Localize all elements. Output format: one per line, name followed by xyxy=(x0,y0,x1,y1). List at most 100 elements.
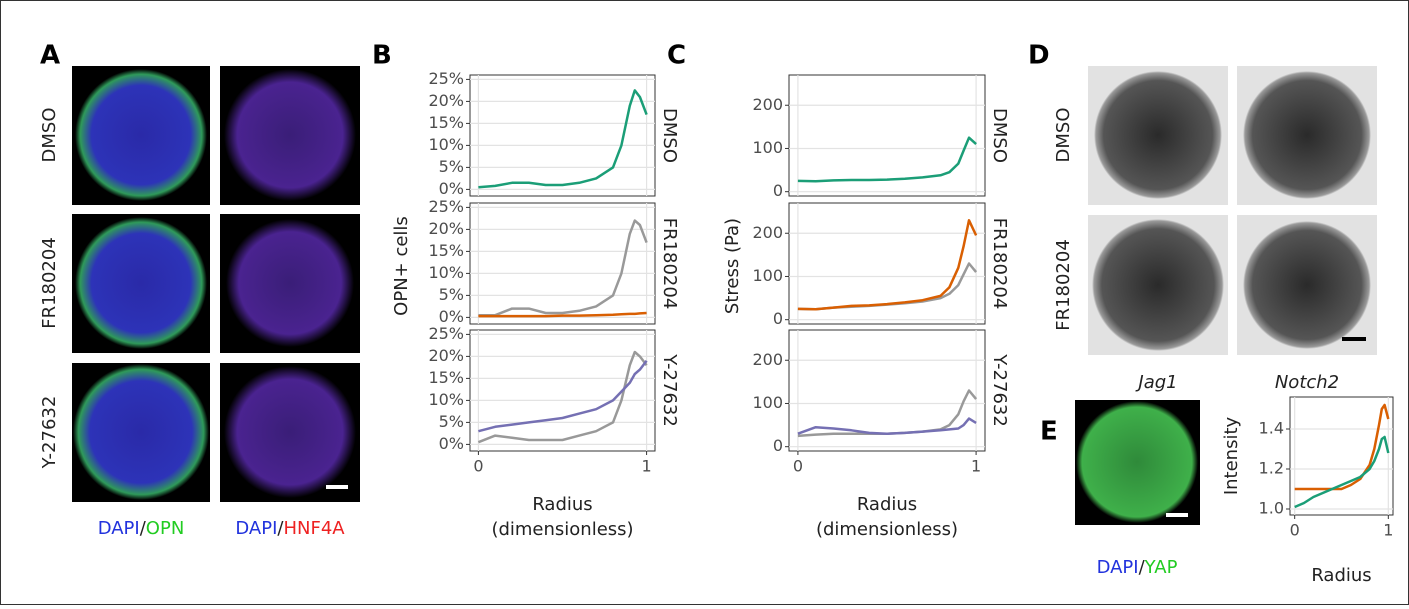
organoid xyxy=(1092,219,1224,351)
y-tick-label: 25% xyxy=(428,324,464,343)
separator: / xyxy=(277,518,284,539)
y-axis-title: Intensity xyxy=(1221,416,1242,495)
stain: HNF4A xyxy=(283,518,345,539)
plot-panel xyxy=(788,74,986,197)
y-tick-label: 1.4 xyxy=(1259,419,1284,438)
y-tick-label: 5% xyxy=(439,157,464,176)
panel-label: B xyxy=(372,41,392,71)
y-tick-label: 100 xyxy=(752,393,783,412)
stain-caption: DAPI/OPN xyxy=(98,518,185,539)
y-tick-label: 10% xyxy=(428,263,464,282)
row-label: DMSO xyxy=(1053,108,1074,163)
organoid xyxy=(1094,71,1222,199)
stain: DAPI xyxy=(235,518,277,539)
x-axis-title: Radius xyxy=(857,494,917,515)
series-line xyxy=(797,417,977,435)
y-tick-label: 0 xyxy=(773,181,783,200)
facet-label: FR180204 xyxy=(989,218,1010,310)
stain: YAP xyxy=(1144,557,1178,578)
y-tick-label: 15% xyxy=(428,241,464,260)
plot-panel xyxy=(469,202,656,325)
y-tick-label: 200 xyxy=(752,223,783,242)
series-line xyxy=(478,219,648,317)
y-tick-label: 100 xyxy=(752,266,783,285)
y-tick-label: 20% xyxy=(428,219,464,238)
x-axis-title: (dimensionless) xyxy=(816,519,958,540)
stain: OPN xyxy=(146,518,185,539)
organoid xyxy=(224,366,356,498)
series-line xyxy=(1294,435,1390,509)
organoid xyxy=(224,69,356,201)
series-line xyxy=(478,311,647,318)
y-tick-label: 0% xyxy=(439,179,464,198)
x-tick-label: 1 xyxy=(971,457,981,476)
organoid xyxy=(73,364,209,500)
y-tick-label: 5% xyxy=(439,412,464,431)
y-tick-label: 0% xyxy=(439,307,464,326)
series-line xyxy=(797,136,977,183)
organoid xyxy=(1243,221,1371,349)
plot-panel xyxy=(469,329,656,452)
scale-bar xyxy=(1166,513,1188,517)
y-tick-label: 200 xyxy=(752,95,783,114)
y-tick-label: 200 xyxy=(752,350,783,369)
row-label: DMSO xyxy=(39,108,60,163)
series-line xyxy=(478,360,648,433)
row-label: Y-27632 xyxy=(39,396,60,470)
x-tick-label: 0 xyxy=(473,457,483,476)
y-tick-label: 15% xyxy=(428,113,464,132)
x-tick-label: 0 xyxy=(1290,521,1300,540)
y-tick-label: 1.0 xyxy=(1259,499,1284,518)
facet-label: DMSO xyxy=(659,108,680,163)
column-label: Notch2 xyxy=(1275,372,1339,393)
x-axis-title: Radius xyxy=(532,494,592,515)
plot-panel xyxy=(469,74,656,197)
organoid xyxy=(1243,71,1371,199)
organoid xyxy=(1076,401,1198,523)
x-axis-title: (dimensionless) xyxy=(491,519,633,540)
y-tick-label: 15% xyxy=(428,368,464,387)
x-tick-label: 1 xyxy=(1383,521,1393,540)
y-tick-label: 0 xyxy=(773,309,783,328)
y-tick-label: 20% xyxy=(428,346,464,365)
series-line xyxy=(477,350,648,444)
y-axis-title: Stress (Pa) xyxy=(722,218,743,314)
plot-panel xyxy=(788,329,986,452)
separator: / xyxy=(1139,557,1146,578)
y-tick-label: 10% xyxy=(428,390,464,409)
panel-label: C xyxy=(667,41,686,71)
series-line xyxy=(797,219,978,311)
scale-bar xyxy=(326,485,348,489)
stain: DAPI xyxy=(98,518,140,539)
y-tick-label: 0% xyxy=(439,434,464,453)
panel-label: E xyxy=(1040,417,1058,447)
y-tick-label: 5% xyxy=(439,285,464,304)
organoid xyxy=(226,219,354,347)
separator: / xyxy=(140,518,147,539)
y-tick-label: 20% xyxy=(428,91,464,110)
facet-label: DMSO xyxy=(989,108,1010,163)
y-axis-title: OPN+ cells xyxy=(391,216,412,316)
panel-a-images xyxy=(72,66,360,502)
stain: DAPI xyxy=(1097,557,1139,578)
panel-d-images xyxy=(1088,66,1377,355)
y-tick-label: 0 xyxy=(773,436,783,455)
series-line xyxy=(1294,403,1390,491)
y-tick-label: 10% xyxy=(428,135,464,154)
scale-bar xyxy=(1342,337,1366,341)
column-label: Jag1 xyxy=(1135,372,1177,393)
stain-caption: DAPI/HNF4A xyxy=(235,518,345,539)
series-line xyxy=(478,89,648,189)
row-label: FR180204 xyxy=(39,237,60,329)
organoid xyxy=(75,69,207,201)
row-label: FR180204 xyxy=(1053,239,1074,331)
panel-label: A xyxy=(40,41,60,71)
y-tick-label: 1.2 xyxy=(1259,459,1284,478)
organoid xyxy=(75,217,207,349)
x-tick-label: 1 xyxy=(641,457,651,476)
y-tick-label: 100 xyxy=(752,138,783,157)
facet-label: Y-27632 xyxy=(659,353,680,427)
x-axis-title: Radius xyxy=(1311,565,1371,586)
facet-label: Y-27632 xyxy=(989,353,1010,427)
